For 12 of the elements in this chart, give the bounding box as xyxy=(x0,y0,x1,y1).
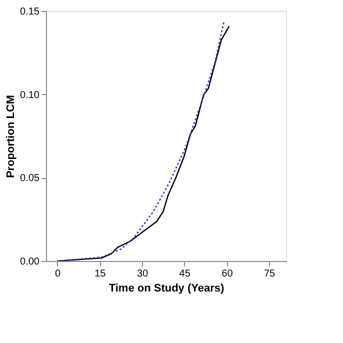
x-tick-label: 0 xyxy=(55,268,62,280)
y-tick-label: 0.05 xyxy=(20,173,40,184)
x-tick-label: 60 xyxy=(222,268,234,280)
y-tick-label: 0.15 xyxy=(20,6,40,18)
y-tick-label: 0.00 xyxy=(20,256,40,268)
y-axis-title: Proportion LCM xyxy=(5,94,18,178)
x-tick-label: 30 xyxy=(136,268,148,280)
x-tick-label: 45 xyxy=(179,268,191,280)
x-tick-label: 75 xyxy=(264,268,276,280)
y-tick-label: 0.10 xyxy=(20,90,40,101)
x-tick-label: 15 xyxy=(94,268,106,280)
x-axis-title: Time on Study (Years) xyxy=(108,282,224,294)
